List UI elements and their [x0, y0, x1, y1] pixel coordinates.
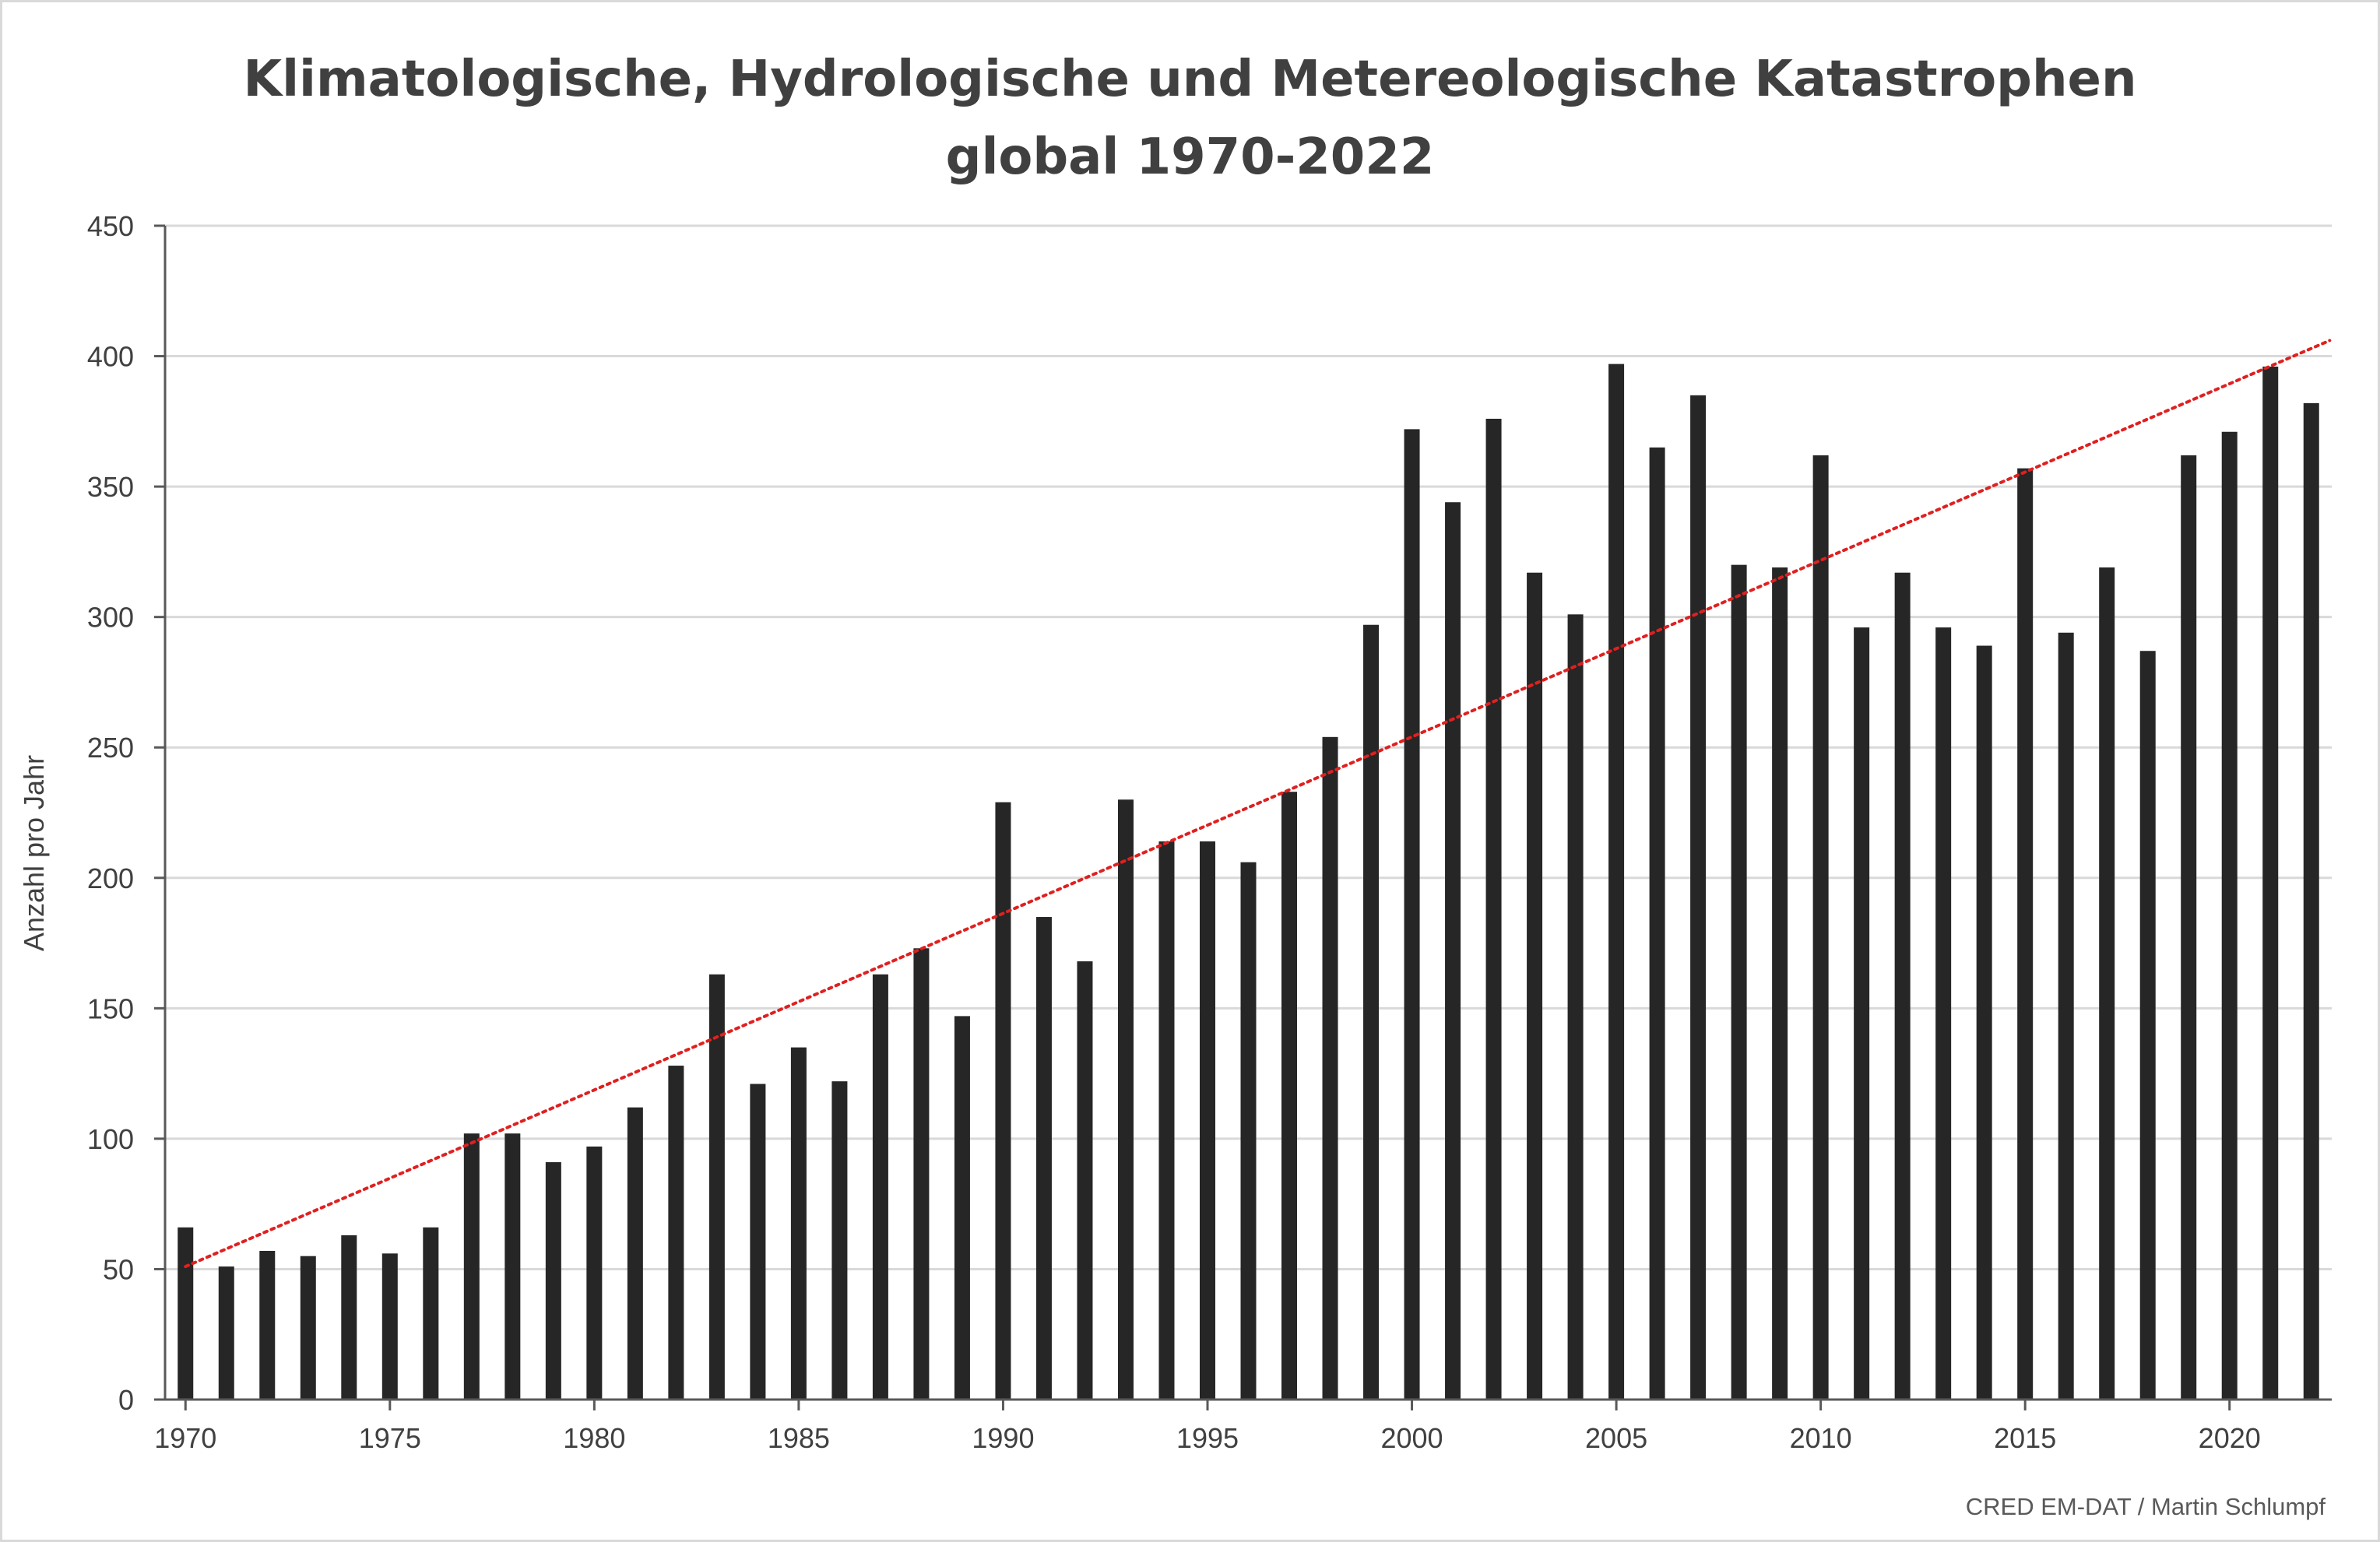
x-tick-label: 2020	[2199, 1422, 2261, 1454]
bar	[995, 802, 1011, 1400]
bar	[2262, 366, 2279, 1400]
bar	[1281, 792, 1298, 1400]
bar	[178, 1227, 194, 1400]
bar	[1731, 564, 1747, 1400]
bar	[2221, 431, 2238, 1400]
y-tick-label: 50	[103, 1253, 134, 1285]
bar	[1935, 627, 1952, 1400]
y-tick-label: 400	[87, 341, 134, 373]
bar	[1404, 429, 1420, 1400]
bar	[627, 1107, 643, 1400]
bar	[1854, 627, 1870, 1400]
bar	[1772, 567, 1788, 1400]
bar	[1527, 572, 1543, 1400]
trendline-path	[184, 339, 2332, 1269]
x-tick-label: 1985	[768, 1422, 830, 1454]
bar	[218, 1266, 234, 1400]
bar	[2181, 455, 2197, 1400]
y-tick-label: 250	[87, 732, 134, 764]
y-tick-label: 300	[87, 602, 134, 634]
bar	[831, 1081, 848, 1400]
y-tick-label: 350	[87, 471, 134, 503]
x-tick-label: 1980	[563, 1422, 625, 1454]
bars	[178, 364, 2319, 1400]
axes	[163, 226, 2332, 1401]
x-tick-label: 1970	[154, 1422, 216, 1454]
bar	[381, 1253, 398, 1400]
bar	[954, 1016, 970, 1400]
x-tick-label: 2010	[1790, 1422, 1852, 1454]
bar	[668, 1066, 684, 1400]
bar	[2058, 632, 2074, 1400]
bar	[1035, 917, 1052, 1400]
bar	[1117, 799, 1134, 1400]
y-tick-label: 100	[87, 1123, 134, 1155]
chart-subtitle: global 1970-2022	[945, 128, 1435, 186]
x-tick-label: 2005	[1585, 1422, 1647, 1454]
y-tick-label: 450	[87, 210, 134, 242]
bar	[504, 1133, 521, 1400]
bar	[1240, 862, 1257, 1400]
bar	[2099, 567, 2115, 1400]
bar	[341, 1235, 357, 1400]
trendline	[184, 339, 2332, 1269]
bar	[463, 1133, 480, 1400]
bar	[586, 1146, 603, 1400]
bar	[1894, 572, 1911, 1400]
y-tick-label: 150	[87, 992, 134, 1024]
y-axis-tick-labels: 0 50 100 150 200 250 300 350 400 450	[87, 210, 165, 1416]
x-tick-label: 1990	[972, 1422, 1034, 1454]
source-note: CRED EM-DAT / Martin Schlumpf	[1965, 1493, 2326, 1520]
x-tick-label: 1975	[359, 1422, 421, 1454]
bar	[259, 1250, 276, 1400]
y-axis-label: Anzahl pro Jahr	[18, 755, 50, 951]
bar	[1445, 502, 1461, 1400]
x-tick-label: 2015	[1994, 1422, 2056, 1454]
bar	[708, 974, 725, 1400]
bar	[790, 1047, 807, 1400]
bar	[1077, 961, 1093, 1400]
y-tick-label: 200	[87, 862, 134, 894]
bar	[2139, 651, 2156, 1400]
bar	[1199, 841, 1215, 1400]
bar	[1322, 736, 1338, 1400]
bar	[1976, 645, 1992, 1400]
bar	[2303, 402, 2319, 1400]
bar	[750, 1084, 766, 1400]
bar	[423, 1227, 439, 1400]
bar	[2017, 468, 2034, 1400]
bar	[913, 948, 930, 1400]
bar	[1363, 624, 1380, 1400]
y-tick-label: 0	[118, 1384, 134, 1416]
bar	[1485, 418, 1502, 1400]
bar	[1812, 455, 1829, 1400]
bar	[1608, 364, 1625, 1400]
bar	[872, 974, 888, 1400]
bar	[1567, 614, 1584, 1400]
x-tick-label: 1995	[1176, 1422, 1239, 1454]
bar	[1649, 447, 1665, 1400]
bar	[1158, 841, 1175, 1400]
chart-title: Klimatologische, Hydrologische und Meter…	[0, 40, 2380, 196]
x-axis-tick-labels: 1970 1975 1980 1985 1990 1995 2000 2005 2010 2015…	[154, 1400, 2261, 1454]
x-tick-label: 2000	[1380, 1422, 1443, 1454]
bar	[1690, 395, 1707, 1400]
bar	[545, 1162, 561, 1400]
bar	[300, 1256, 316, 1400]
chart-title-line: Klimatologische, Hydrologische und Meter…	[243, 51, 2137, 108]
